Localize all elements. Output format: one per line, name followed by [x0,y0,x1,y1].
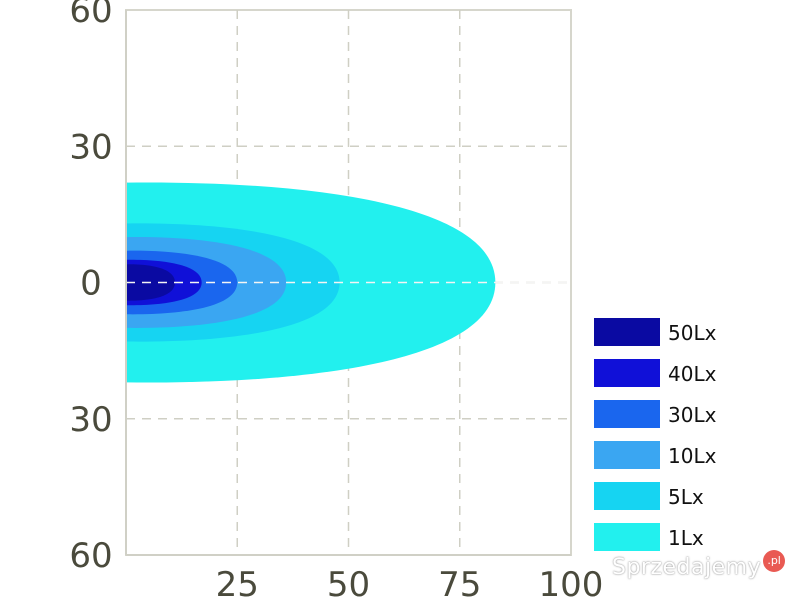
legend-item-40lx: 40Lx [594,359,717,387]
legend-label-40lx: 40Lx [668,362,717,386]
y-tick-label-4: 60 [69,536,112,576]
x-tick-label-50: 50 [327,565,370,600]
x-tick-label-25: 25 [216,565,259,600]
legend-swatch-30lx [594,400,660,428]
legend-item-50lx: 50Lx [594,318,717,346]
y-tick-label-0: 60 [69,0,112,31]
legend-label-1lx: 1Lx [668,526,704,550]
y-tick-label-2: 0 [80,264,102,304]
x-tick-label-100: 100 [539,565,604,600]
tick-labels: 25 50 75 100 60 30 0 30 60 [69,0,603,600]
legend-label-10lx: 10Lx [668,444,717,468]
watermark-text: Sprzedajemy [612,554,762,580]
legend-item-1lx: 1Lx [594,523,704,551]
y-tick-label-1: 30 [69,127,112,167]
legend-swatch-40lx [594,359,660,387]
illuminance-contours [126,182,571,383]
y-tick-label-3: 30 [69,400,112,440]
legend-swatch-5lx [594,482,660,510]
axes [125,10,571,556]
legend-item-30lx: 30Lx [594,400,717,428]
legend-swatch-1lx [594,523,660,551]
watermark: Sprzedajemy .pl [612,550,786,584]
legend-label-30lx: 30Lx [668,403,717,427]
legend-item-5lx: 5Lx [594,482,704,510]
legend: 50Lx 40Lx 30Lx 10Lx 5Lx 1Lx [594,318,717,551]
legend-label-50lx: 50Lx [668,321,717,345]
legend-swatch-50lx [594,318,660,346]
legend-label-5lx: 5Lx [668,485,704,509]
watermark-badge: .pl [763,550,786,572]
legend-item-10lx: 10Lx [594,441,717,469]
legend-swatch-10lx [594,441,660,469]
x-tick-label-75: 75 [438,565,481,600]
